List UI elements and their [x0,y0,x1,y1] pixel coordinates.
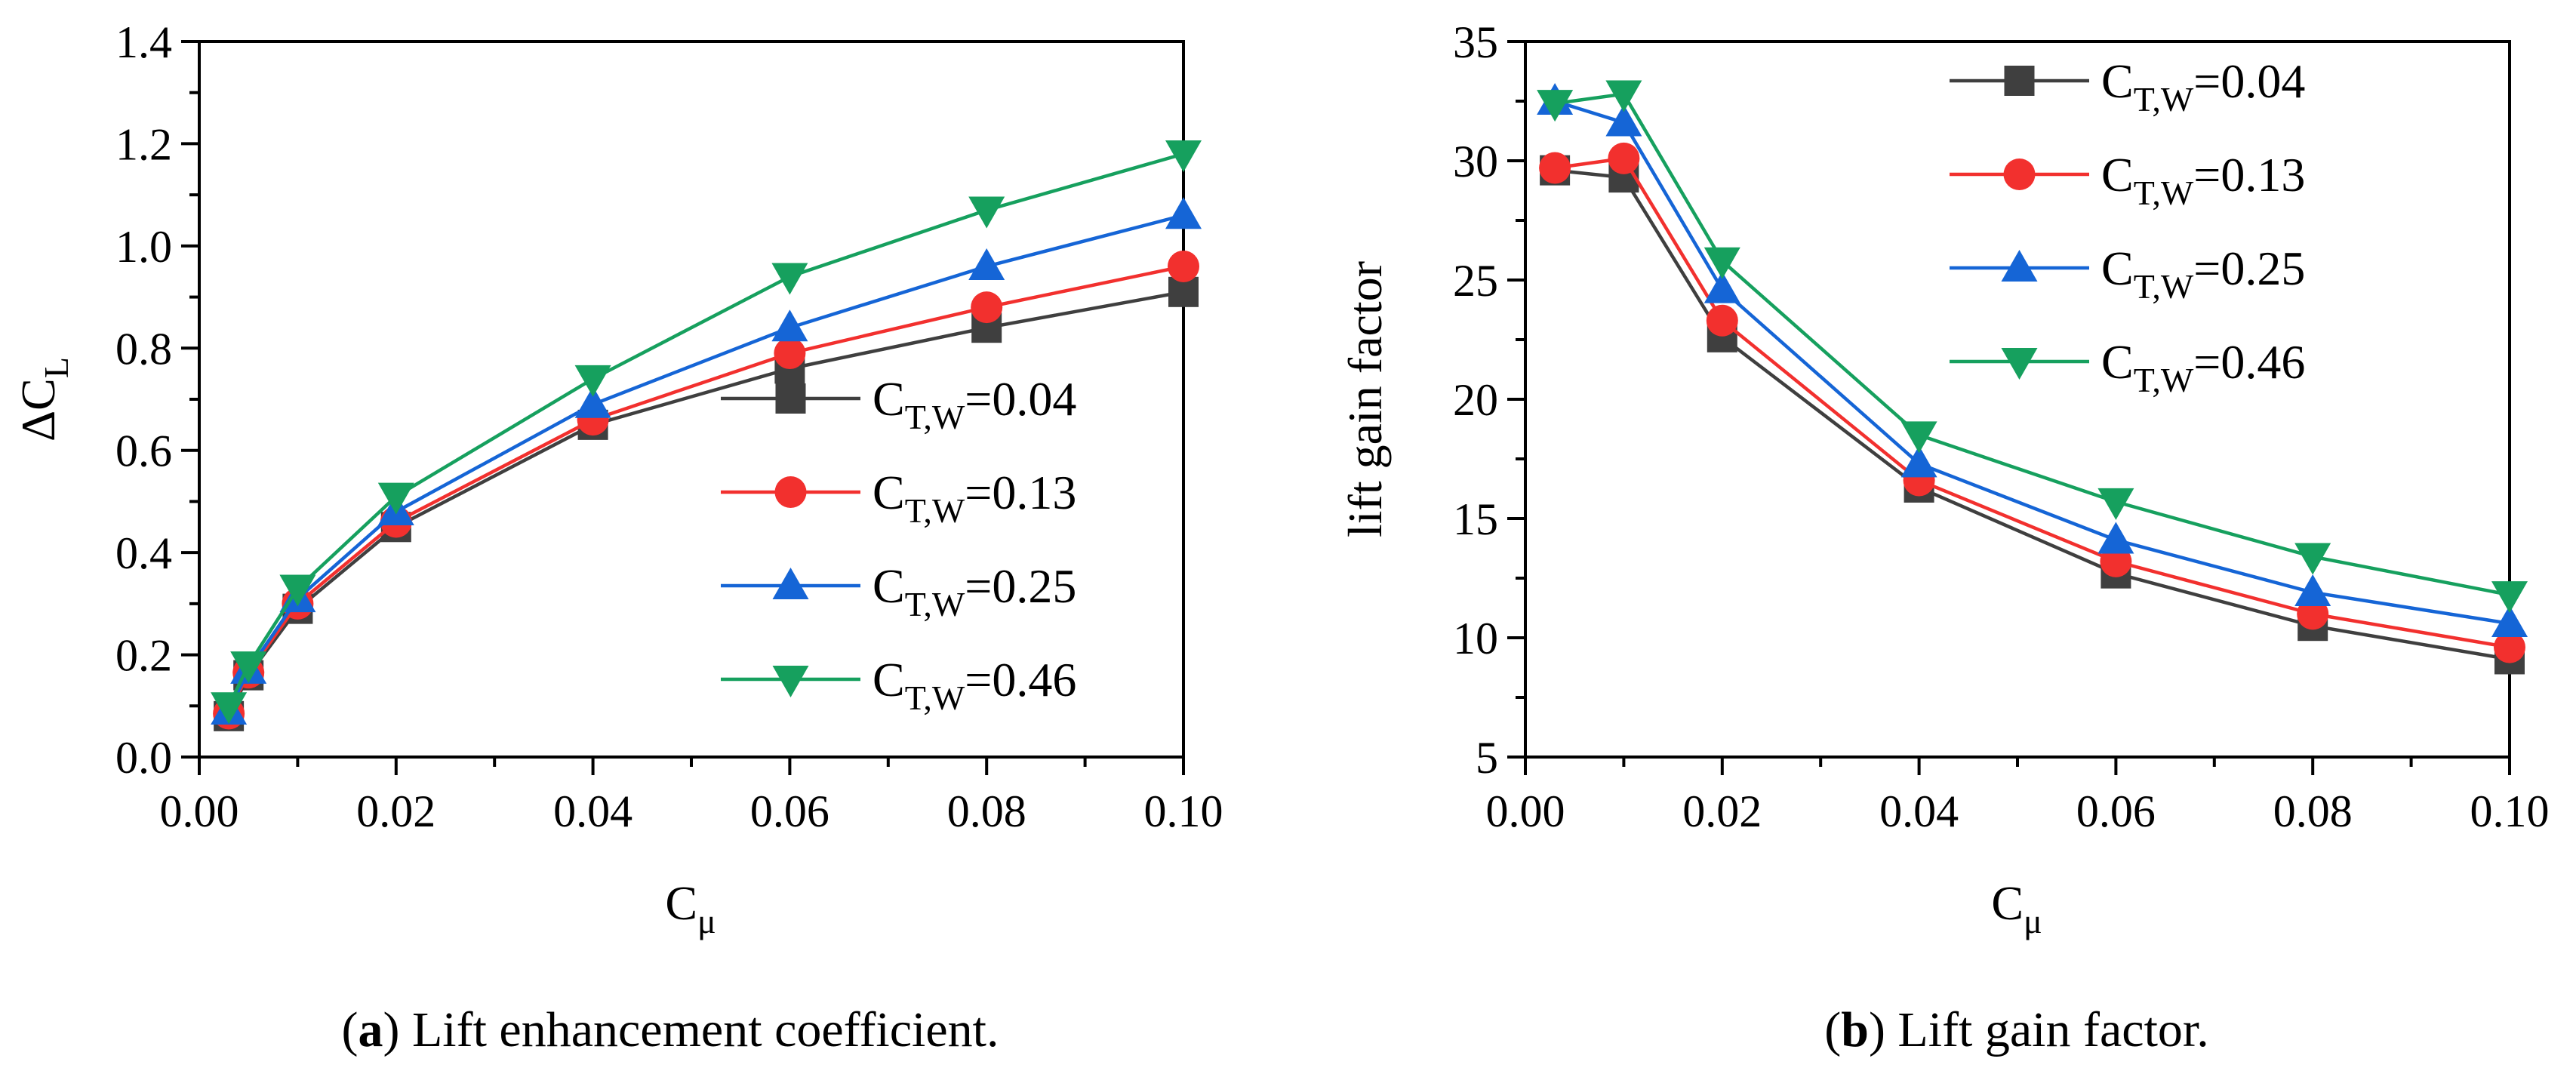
y-tick-label: 15 [1453,494,1498,544]
y-tick-label: 1.4 [115,17,172,67]
x-tick-label: 0.08 [947,786,1026,836]
legend-marker [2004,66,2035,96]
data-point [774,337,806,370]
x-axis-title: Cμ [665,876,716,940]
x-tick-label: 0.10 [2470,786,2550,836]
data-point [1900,421,1937,454]
data-point [211,692,248,725]
data-point [1900,445,1937,478]
x-tick-label: 0.02 [356,786,435,836]
y-axis-title: ΔCL [11,357,75,442]
data-point [1605,80,1642,112]
x-tick-label: 0.10 [1144,786,1223,836]
y-tick-label: 0.2 [115,631,172,681]
legend-marker [775,383,806,414]
data-point [377,482,414,515]
legend-label: CT,W=0.25 [873,559,1076,623]
data-point [971,291,1003,324]
y-tick-label: 30 [1453,137,1498,186]
x-tick-label: 0.02 [1682,786,1762,836]
data-point [1608,142,1640,174]
y-tick-label: 0.4 [115,528,172,578]
legend-marker [2001,250,2038,282]
y-tick-label: 1.0 [115,222,172,272]
data-point [968,248,1005,280]
data-point [230,651,267,684]
x-tick-label: 0.04 [553,786,632,836]
y-tick-label: 0.8 [115,324,172,374]
data-point [574,365,611,397]
data-point [279,574,316,607]
data-point [1605,104,1642,137]
caption: (b) Lift gain factor. [1824,1002,2209,1057]
series-0-46 [1537,80,2528,614]
legend-label: CT,W=0.13 [2101,148,2305,212]
legend: CT,W=0.04 CT,W=0.13 CT,W=0.25 CT,W=0.46 [1950,54,2305,399]
y-tick-label: 10 [1453,614,1498,663]
data-point [2097,488,2134,520]
y-axis-title: lift gain factor [1338,261,1392,537]
y-tick-label: 5 [1476,733,1498,783]
legend: CT,W=0.04 CT,W=0.13 CT,W=0.25 CT,W=0.46 [721,372,1076,717]
legend-label: CT,W=0.46 [873,653,1076,717]
data-point [1703,271,1740,303]
legend-label: CT,W=0.04 [2101,54,2305,118]
x-tick-label: 0.08 [2273,786,2353,836]
data-point [2491,605,2528,638]
data-point [1706,304,1738,337]
data-point [1539,152,1571,184]
data-point [2097,522,2134,554]
y-tick-label: 20 [1453,375,1498,425]
data-point [771,263,808,295]
data-point [1168,250,1199,282]
y-tick-label: 25 [1453,256,1498,306]
data-point [968,196,1005,229]
y-tick-label: 0.6 [115,426,172,476]
x-tick-label: 0.00 [160,786,239,836]
data-point [2294,543,2331,575]
legend-label: CT,W=0.46 [2101,335,2305,399]
data-point [1165,140,1202,172]
legend-label: CT,W=0.04 [873,372,1076,436]
legend-marker [772,666,809,697]
y-tick-label: 35 [1453,17,1498,67]
legend-marker [2003,158,2036,190]
legend-marker [2001,348,2038,380]
panel-b-lift-gain-factor: 0.00 0.02 0.04 0.06 0.08 0.10 5 10 15 20 25 30 35 Cμ l… [1338,17,2550,1057]
caption: (a) Lift enhancement coefficient. [341,1002,999,1057]
panel-a-lift-enhancement: 0.00 0.02 0.04 0.06 0.08 0.10 0.0 0.2 0.4 0.6 0.8 1… [11,17,1223,1057]
y-tick-label: 0.0 [115,733,172,783]
x-tick-label: 0.06 [750,786,829,836]
y-tick-label: 1.2 [115,119,172,169]
series-0-46 [211,140,1202,725]
legend-marker [772,568,809,599]
data-point [574,386,611,418]
x-tick-label: 0.06 [2076,786,2156,836]
x-axis-title: Cμ [1991,876,2042,940]
x-tick-label: 0.04 [1879,786,1959,836]
data-point [2491,581,2528,614]
data-point [1537,90,1574,122]
legend-label: CT,W=0.13 [873,466,1076,530]
data-point [1703,247,1740,279]
data-point [2494,631,2525,663]
legend-label: CT,W=0.25 [2101,242,2305,306]
data-point [2294,574,2331,606]
legend-marker [774,476,807,508]
data-point [771,309,808,342]
x-tick-label: 0.00 [1486,786,1565,836]
data-point [1165,197,1202,229]
